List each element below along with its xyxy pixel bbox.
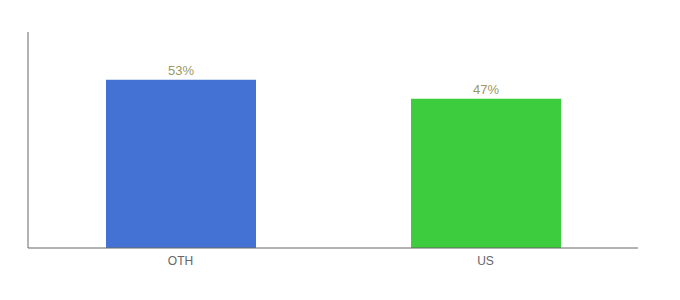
svg-text:US: US — [477, 254, 494, 268]
svg-text:OTH: OTH — [168, 254, 193, 268]
svg-text:53%: 53% — [168, 63, 194, 78]
svg-text:47%: 47% — [473, 82, 499, 97]
